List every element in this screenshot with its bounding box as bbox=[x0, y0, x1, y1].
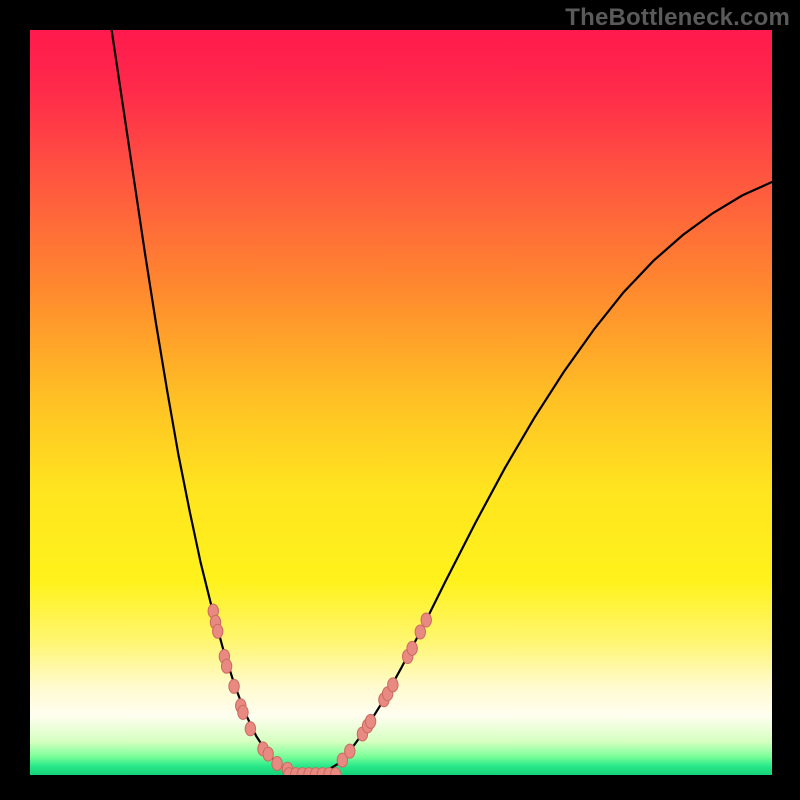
data-marker bbox=[258, 742, 268, 756]
data-marker bbox=[263, 747, 273, 761]
data-marker bbox=[290, 768, 300, 775]
data-marker bbox=[415, 625, 425, 639]
data-marker bbox=[238, 705, 248, 719]
data-marker bbox=[337, 753, 347, 767]
chart-overlay bbox=[30, 30, 772, 775]
data-marker bbox=[388, 678, 398, 692]
data-marker bbox=[284, 768, 294, 775]
data-marker bbox=[282, 762, 292, 775]
data-marker bbox=[219, 650, 229, 664]
data-marker bbox=[297, 768, 307, 775]
data-marker bbox=[402, 650, 412, 664]
data-marker bbox=[357, 727, 367, 741]
data-marker bbox=[407, 641, 417, 655]
data-marker bbox=[345, 744, 355, 758]
data-marker bbox=[229, 679, 239, 693]
data-marker bbox=[379, 693, 389, 707]
data-marker bbox=[208, 604, 218, 618]
data-marker bbox=[324, 768, 334, 775]
plot-area bbox=[30, 30, 772, 775]
data-marker bbox=[382, 687, 392, 701]
data-marker bbox=[331, 768, 341, 775]
data-marker bbox=[304, 768, 314, 775]
curve-vcurve bbox=[112, 30, 772, 775]
data-marker bbox=[213, 624, 223, 638]
data-marker bbox=[317, 768, 327, 775]
data-marker bbox=[272, 756, 282, 770]
data-marker bbox=[362, 719, 372, 733]
data-marker bbox=[365, 714, 375, 728]
data-marker bbox=[310, 768, 320, 775]
data-marker bbox=[210, 615, 220, 629]
watermark-text: TheBottleneck.com bbox=[565, 4, 790, 32]
data-marker bbox=[221, 659, 231, 673]
data-marker bbox=[245, 722, 255, 736]
data-marker bbox=[421, 613, 431, 627]
data-marker bbox=[236, 699, 246, 713]
